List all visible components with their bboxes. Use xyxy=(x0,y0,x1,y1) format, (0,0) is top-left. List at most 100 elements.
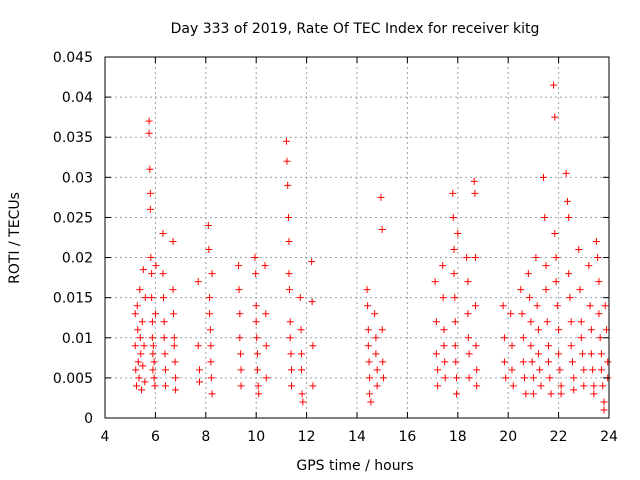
data-point xyxy=(600,406,608,414)
data-point xyxy=(439,262,447,270)
data-point xyxy=(589,366,597,374)
data-point xyxy=(196,378,203,386)
data-point xyxy=(159,270,167,278)
data-point xyxy=(261,262,269,270)
data-point xyxy=(502,374,510,382)
data-point xyxy=(150,374,158,382)
data-point xyxy=(451,318,459,326)
data-point xyxy=(441,374,449,382)
data-point xyxy=(286,334,294,342)
data-point xyxy=(473,382,481,390)
data-point xyxy=(567,342,575,350)
data-point xyxy=(431,278,439,286)
data-point xyxy=(206,310,214,318)
data-point xyxy=(194,342,202,350)
data-point xyxy=(284,213,292,221)
y-tick-label: 0.01 xyxy=(62,331,93,347)
data-point xyxy=(471,189,479,197)
data-point xyxy=(529,374,537,382)
data-point xyxy=(533,302,541,310)
data-point xyxy=(465,350,473,358)
data-point xyxy=(299,398,307,406)
data-point xyxy=(553,302,561,310)
data-point xyxy=(539,173,547,181)
data-point xyxy=(575,246,583,254)
data-point xyxy=(451,294,459,302)
data-point xyxy=(472,342,480,350)
data-point xyxy=(204,221,212,229)
data-point xyxy=(587,326,595,334)
data-point xyxy=(453,374,461,382)
data-point xyxy=(434,366,442,374)
data-point xyxy=(552,278,560,286)
data-point xyxy=(207,342,215,350)
data-point xyxy=(522,390,530,398)
data-point xyxy=(282,137,290,145)
data-point xyxy=(297,326,305,334)
data-point xyxy=(508,342,516,350)
data-point xyxy=(450,246,458,254)
data-point xyxy=(597,366,605,374)
data-point xyxy=(151,382,159,390)
data-point xyxy=(524,270,532,278)
data-point xyxy=(434,382,442,390)
data-point xyxy=(285,270,293,278)
data-point xyxy=(471,254,479,262)
data-point xyxy=(526,294,534,302)
data-point xyxy=(148,334,156,342)
data-point xyxy=(541,213,549,221)
data-point xyxy=(253,350,261,358)
data-point xyxy=(441,358,449,366)
data-point xyxy=(595,310,603,318)
data-point xyxy=(463,254,471,262)
data-point xyxy=(508,366,516,374)
data-point xyxy=(527,342,535,350)
data-point xyxy=(600,398,608,406)
data-point xyxy=(135,374,143,382)
data-point xyxy=(252,302,260,310)
data-point xyxy=(205,246,213,254)
data-point xyxy=(373,366,381,374)
chart-title: Day 333 of 2019, Rate Of TEC Index for r… xyxy=(171,21,540,37)
data-point xyxy=(161,382,169,390)
data-point xyxy=(568,358,576,366)
y-tick-label: 0.005 xyxy=(53,371,93,387)
data-point xyxy=(136,334,144,342)
data-point xyxy=(364,302,372,310)
data-point xyxy=(236,310,244,318)
data-point xyxy=(147,254,155,262)
data-point xyxy=(551,113,559,121)
data-point xyxy=(253,334,261,342)
data-point xyxy=(148,318,156,326)
data-point xyxy=(364,342,372,350)
data-point xyxy=(161,366,169,374)
data-point xyxy=(159,229,167,237)
data-point xyxy=(208,270,216,278)
data-point xyxy=(308,298,316,306)
data-point xyxy=(534,326,542,334)
y-tick-label: 0.015 xyxy=(53,291,93,307)
data-point xyxy=(131,342,139,350)
x-tick-label: 20 xyxy=(499,429,517,445)
data-point xyxy=(580,366,588,374)
data-point xyxy=(449,213,457,221)
data-point xyxy=(509,382,517,390)
x-tick-label: 22 xyxy=(550,429,568,445)
data-point xyxy=(580,382,588,390)
data-point xyxy=(172,374,180,382)
data-point xyxy=(453,390,461,398)
y-tick-label: 0.045 xyxy=(53,50,93,66)
data-point xyxy=(170,334,178,342)
data-point xyxy=(473,366,481,374)
data-point xyxy=(253,366,261,374)
data-point xyxy=(452,358,460,366)
data-point xyxy=(537,382,545,390)
x-axis-label: GPS time / hours xyxy=(296,458,413,474)
data-point xyxy=(577,334,585,342)
x-tick-label: 18 xyxy=(449,429,467,445)
data-point xyxy=(517,286,525,294)
x-tick-label: 10 xyxy=(247,429,265,445)
data-point xyxy=(252,270,260,278)
x-axis: 4 6 8 10 12 14 16 18 20 22 24 xyxy=(101,57,618,445)
data-point xyxy=(207,358,215,366)
